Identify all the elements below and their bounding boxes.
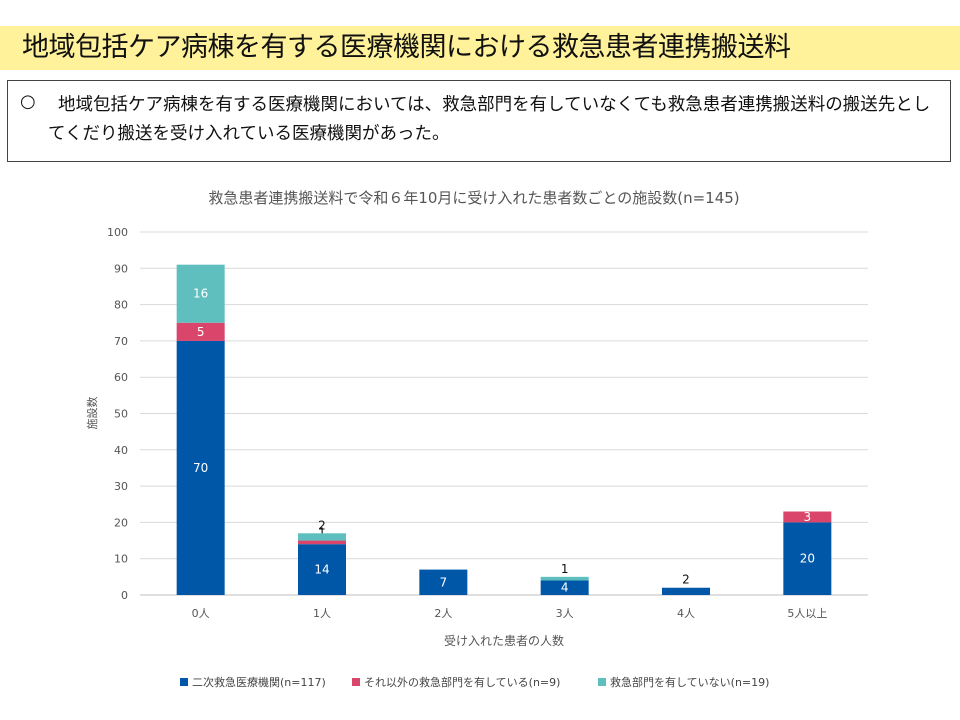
- bar-segment: [176, 322, 225, 341]
- y-tick-label: 40: [114, 444, 128, 457]
- legend-label: 救急部門を有していない(n=19): [610, 676, 770, 689]
- title-bar: 地域包括ケア病棟を有する医療機関における救急患者連携搬送料: [0, 26, 960, 70]
- data-label: 70: [193, 461, 208, 475]
- summary-text: 地域包括ケア病棟を有する医療機関においては、救急部門を有していなくても救急患者連…: [48, 95, 931, 144]
- data-label: 2: [682, 573, 690, 587]
- y-tick-label: 30: [114, 480, 128, 493]
- data-label: 3: [804, 510, 812, 524]
- data-label: 1: [318, 526, 326, 540]
- y-tick-label: 90: [114, 262, 128, 275]
- legend-swatch: [180, 678, 188, 686]
- bar-segment: [662, 587, 710, 595]
- data-label: 2: [318, 518, 326, 532]
- summary-bullet: ○: [20, 91, 36, 112]
- bar-segment: [540, 576, 589, 581]
- legend-item: 二次救急医療機関(n=117): [180, 674, 326, 690]
- data-label: 14: [314, 563, 329, 577]
- y-axis-label: 施設数: [85, 397, 99, 430]
- bar-segment: [298, 544, 346, 595]
- x-tick-label: 0人: [192, 607, 210, 620]
- legend-item: 救急部門を有していない(n=19): [598, 674, 769, 690]
- y-tick-label: 20: [114, 516, 128, 529]
- data-label: 7: [440, 575, 448, 589]
- bar-segment: [176, 264, 225, 323]
- summary-box: ○ 地域包括ケア病棟を有する医療機関においては、救急部門を有していなくても救急患…: [7, 80, 951, 162]
- data-label: 5: [197, 325, 205, 339]
- y-tick-label: 70: [114, 335, 128, 348]
- bar-segment: [176, 340, 225, 595]
- bar-segment: [540, 580, 589, 595]
- legend-swatch: [598, 678, 606, 686]
- legend-label: 二次救急医療機関(n=117): [192, 676, 326, 689]
- bar-segment: [783, 511, 832, 523]
- bar-segment: [298, 540, 346, 545]
- legend-item: それ以外の救急部門を有している(n=9): [352, 674, 560, 690]
- y-tick-label: 50: [114, 408, 128, 421]
- x-tick-label: 5人以上: [787, 607, 827, 620]
- y-tick-label: 100: [107, 226, 128, 239]
- x-tick-label: 2人: [434, 607, 452, 620]
- x-tick-label: 4人: [677, 607, 695, 620]
- data-label: 1: [561, 562, 569, 576]
- stacked-bar-chart: 救急患者連携搬送料で令和６年10月に受け入れた患者数ごとの施設数(n=145) 0…: [85, 189, 868, 648]
- y-tick-label: 0: [121, 589, 128, 602]
- legend-label: それ以外の救急部門を有している(n=9): [364, 676, 561, 689]
- bar-segment: [419, 569, 468, 595]
- page-title: 地域包括ケア病棟を有する医療機関における救急患者連携搬送料: [22, 32, 791, 63]
- y-tick-label: 80: [114, 299, 128, 312]
- y-tick-label: 60: [114, 371, 128, 384]
- x-axis-label: 受け入れた患者の人数: [444, 633, 564, 648]
- bar-segment: [298, 533, 346, 541]
- x-tick-label: 1人: [313, 607, 331, 620]
- y-tick-label: 10: [114, 553, 128, 566]
- data-label: 20: [800, 552, 815, 566]
- x-tick-label: 3人: [556, 607, 574, 620]
- data-label: 4: [561, 581, 569, 595]
- legend-swatch: [352, 678, 360, 686]
- chart-title: 救急患者連携搬送料で令和６年10月に受け入れた患者数ごとの施設数(n=145): [208, 189, 739, 207]
- data-label: 16: [193, 287, 208, 301]
- bar-segment: [783, 522, 832, 595]
